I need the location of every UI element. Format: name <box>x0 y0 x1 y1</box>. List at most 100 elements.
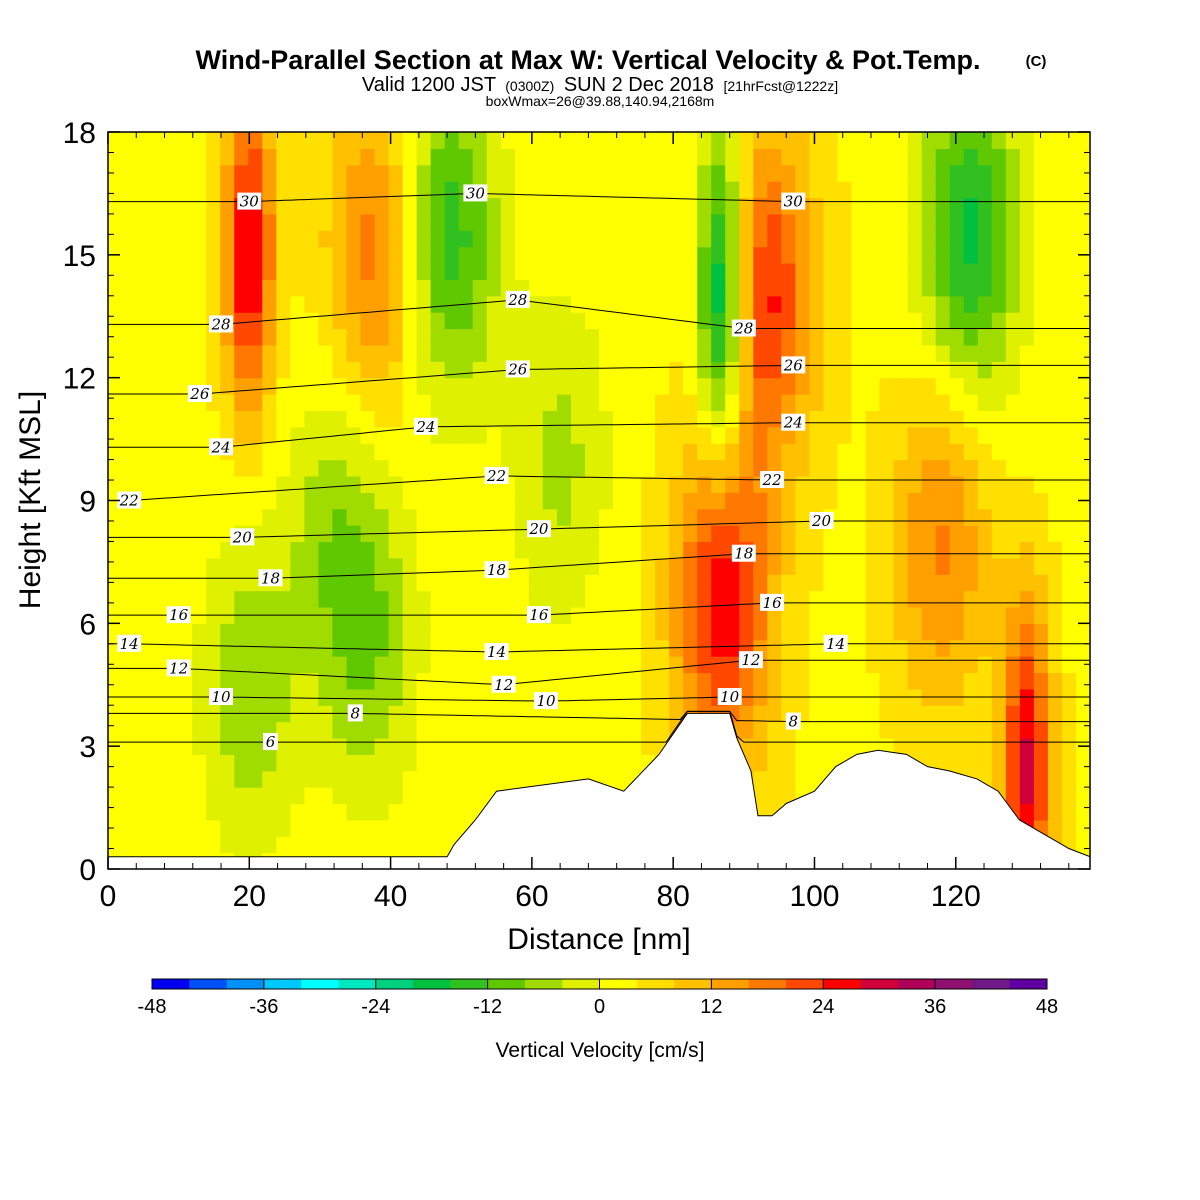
field-cell <box>963 230 979 248</box>
field-cell <box>164 230 179 248</box>
field-cell <box>767 508 782 526</box>
field-cell <box>360 721 376 739</box>
field-cell <box>500 443 516 461</box>
field-cell <box>416 688 432 706</box>
field-cell <box>276 246 291 264</box>
field-cell <box>711 525 726 543</box>
field-cell <box>122 213 137 231</box>
field-cell <box>809 426 825 444</box>
field-cell <box>1033 590 1049 608</box>
field-cell <box>444 181 460 199</box>
field-cell <box>584 688 600 706</box>
field-cell <box>809 246 825 264</box>
field-cell <box>276 639 291 657</box>
field-cell <box>542 574 558 592</box>
field-cell <box>108 754 123 772</box>
field-cell <box>641 230 656 248</box>
field-cell <box>641 394 656 412</box>
field-cell <box>599 328 614 346</box>
field-cell <box>360 361 376 379</box>
field-cell <box>753 263 768 280</box>
field-cell <box>150 426 165 444</box>
field-cell <box>486 377 502 395</box>
field-cell <box>683 541 698 559</box>
field-cell <box>697 475 712 493</box>
field-cell <box>556 394 572 412</box>
field-cell <box>220 557 235 575</box>
field-cell <box>1075 574 1090 592</box>
field-cell <box>935 639 951 657</box>
field-cell <box>318 459 334 477</box>
contour-label: 30 <box>781 192 806 211</box>
field-cell <box>907 590 923 608</box>
field-cell <box>542 639 558 657</box>
field-cell <box>346 230 362 248</box>
field-cell <box>795 492 811 510</box>
field-cell <box>164 377 179 395</box>
field-cell <box>150 148 165 166</box>
field-cell <box>1047 246 1063 264</box>
field-cell <box>192 164 207 182</box>
field-cell <box>1033 279 1049 297</box>
field-cell <box>388 328 404 346</box>
field-cell <box>1005 361 1021 379</box>
field-cell <box>150 623 165 641</box>
field-cell <box>360 213 376 231</box>
field-cell <box>192 721 207 739</box>
field-cell <box>767 443 782 461</box>
field-cell <box>472 164 488 182</box>
field-cell <box>150 737 165 755</box>
field-cell <box>136 656 151 674</box>
field-cell <box>753 394 768 412</box>
contour-label: 14 <box>823 634 848 653</box>
field-cell <box>262 836 277 854</box>
field-cell <box>416 721 432 739</box>
field-cell <box>584 312 600 330</box>
field-cell <box>739 148 754 166</box>
field-cell <box>416 770 432 788</box>
field-cell <box>963 361 979 379</box>
contour-label: 20 <box>526 520 551 538</box>
field-cell <box>655 164 670 182</box>
field-cell <box>977 164 993 182</box>
field-cell <box>641 492 656 510</box>
field-cell <box>444 574 460 592</box>
field-cell <box>655 574 670 592</box>
field-cell <box>865 656 881 674</box>
field-cell <box>963 279 979 297</box>
field-cell <box>570 246 586 264</box>
field-cell <box>921 590 937 608</box>
contour-label-text: 30 <box>466 184 486 202</box>
contour-label: 10 <box>209 688 234 706</box>
field-cell <box>444 295 460 313</box>
field-cell <box>1047 230 1063 248</box>
field-cell <box>332 508 348 526</box>
field-cell <box>669 639 684 657</box>
field-cell <box>108 344 123 362</box>
field-cell <box>921 672 937 690</box>
field-cell <box>907 361 923 379</box>
contour-label: 22 <box>760 471 785 489</box>
field-cell <box>683 688 698 706</box>
field-cell <box>1075 606 1090 624</box>
field-cell <box>332 132 348 149</box>
field-cell <box>627 508 642 526</box>
field-cell <box>1075 623 1090 641</box>
field-cell <box>472 410 488 428</box>
field-cell <box>865 164 881 182</box>
field-cell <box>809 754 825 772</box>
field-cell <box>627 312 642 330</box>
field-cell <box>781 672 796 690</box>
field-cell <box>1033 132 1049 149</box>
field-cell <box>514 132 530 149</box>
field-cell <box>430 263 446 280</box>
field-cell <box>1047 394 1063 412</box>
field-cell <box>893 656 909 674</box>
field-cell <box>444 148 460 166</box>
contour-label-box <box>505 360 530 378</box>
field-cell <box>570 492 586 510</box>
field-cell <box>767 705 782 723</box>
field-cell <box>921 623 937 641</box>
contour-label-box <box>760 593 785 611</box>
field-cell <box>949 557 965 575</box>
